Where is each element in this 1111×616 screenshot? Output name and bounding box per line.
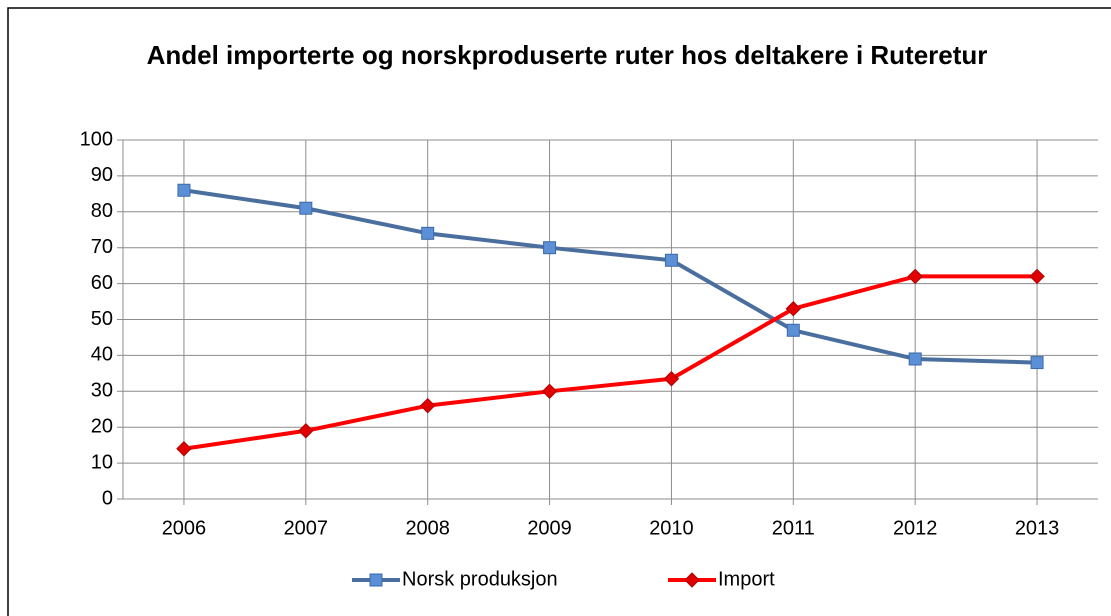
y-tick-label: 70	[91, 236, 113, 258]
x-tick-label: 2010	[649, 517, 694, 539]
series-line	[183, 188, 1038, 365]
y-tick-label: 20	[91, 415, 113, 437]
y-tick-label: 100	[80, 128, 113, 150]
y-tick-label: 30	[91, 380, 113, 402]
legend-label: Norsk produksjon	[402, 568, 558, 590]
marker	[684, 572, 700, 588]
marker	[908, 352, 922, 366]
marker	[177, 183, 191, 197]
marker	[1029, 268, 1045, 285]
x-tick-label: 2007	[284, 517, 329, 539]
marker	[176, 441, 192, 457]
marker	[298, 423, 314, 439]
marker	[541, 383, 558, 400]
y-tick-label: 80	[91, 200, 113, 222]
chart-border	[7, 7, 1111, 616]
marker	[907, 268, 923, 285]
x-tick-label: 2012	[893, 517, 938, 539]
x-tick-label: 2013	[1015, 517, 1060, 539]
legend-label: Import	[718, 568, 775, 590]
y-tick-label: 10	[91, 451, 113, 473]
y-tick-label: 90	[91, 164, 113, 186]
marker	[421, 226, 435, 240]
x-tick-label: 2009	[527, 517, 572, 539]
y-tick-label: 60	[91, 272, 113, 294]
x-tick-label: 2006	[162, 517, 207, 539]
y-tick-label: 40	[91, 344, 113, 366]
y-tick-label: 0	[102, 487, 113, 509]
marker	[663, 371, 680, 387]
series-line	[183, 274, 1038, 451]
marker	[664, 253, 678, 267]
marker	[1030, 356, 1044, 370]
marker	[543, 241, 557, 255]
marker	[786, 323, 800, 337]
marker	[785, 301, 802, 317]
marker	[419, 397, 436, 414]
y-tick-label: 50	[91, 308, 113, 330]
x-tick-label: 2011	[772, 517, 815, 539]
chart-title: Andel importerte og norskproduserte rute…	[146, 40, 988, 70]
marker	[369, 573, 383, 587]
x-tick-label: 2008	[405, 517, 450, 539]
marker	[299, 201, 313, 215]
